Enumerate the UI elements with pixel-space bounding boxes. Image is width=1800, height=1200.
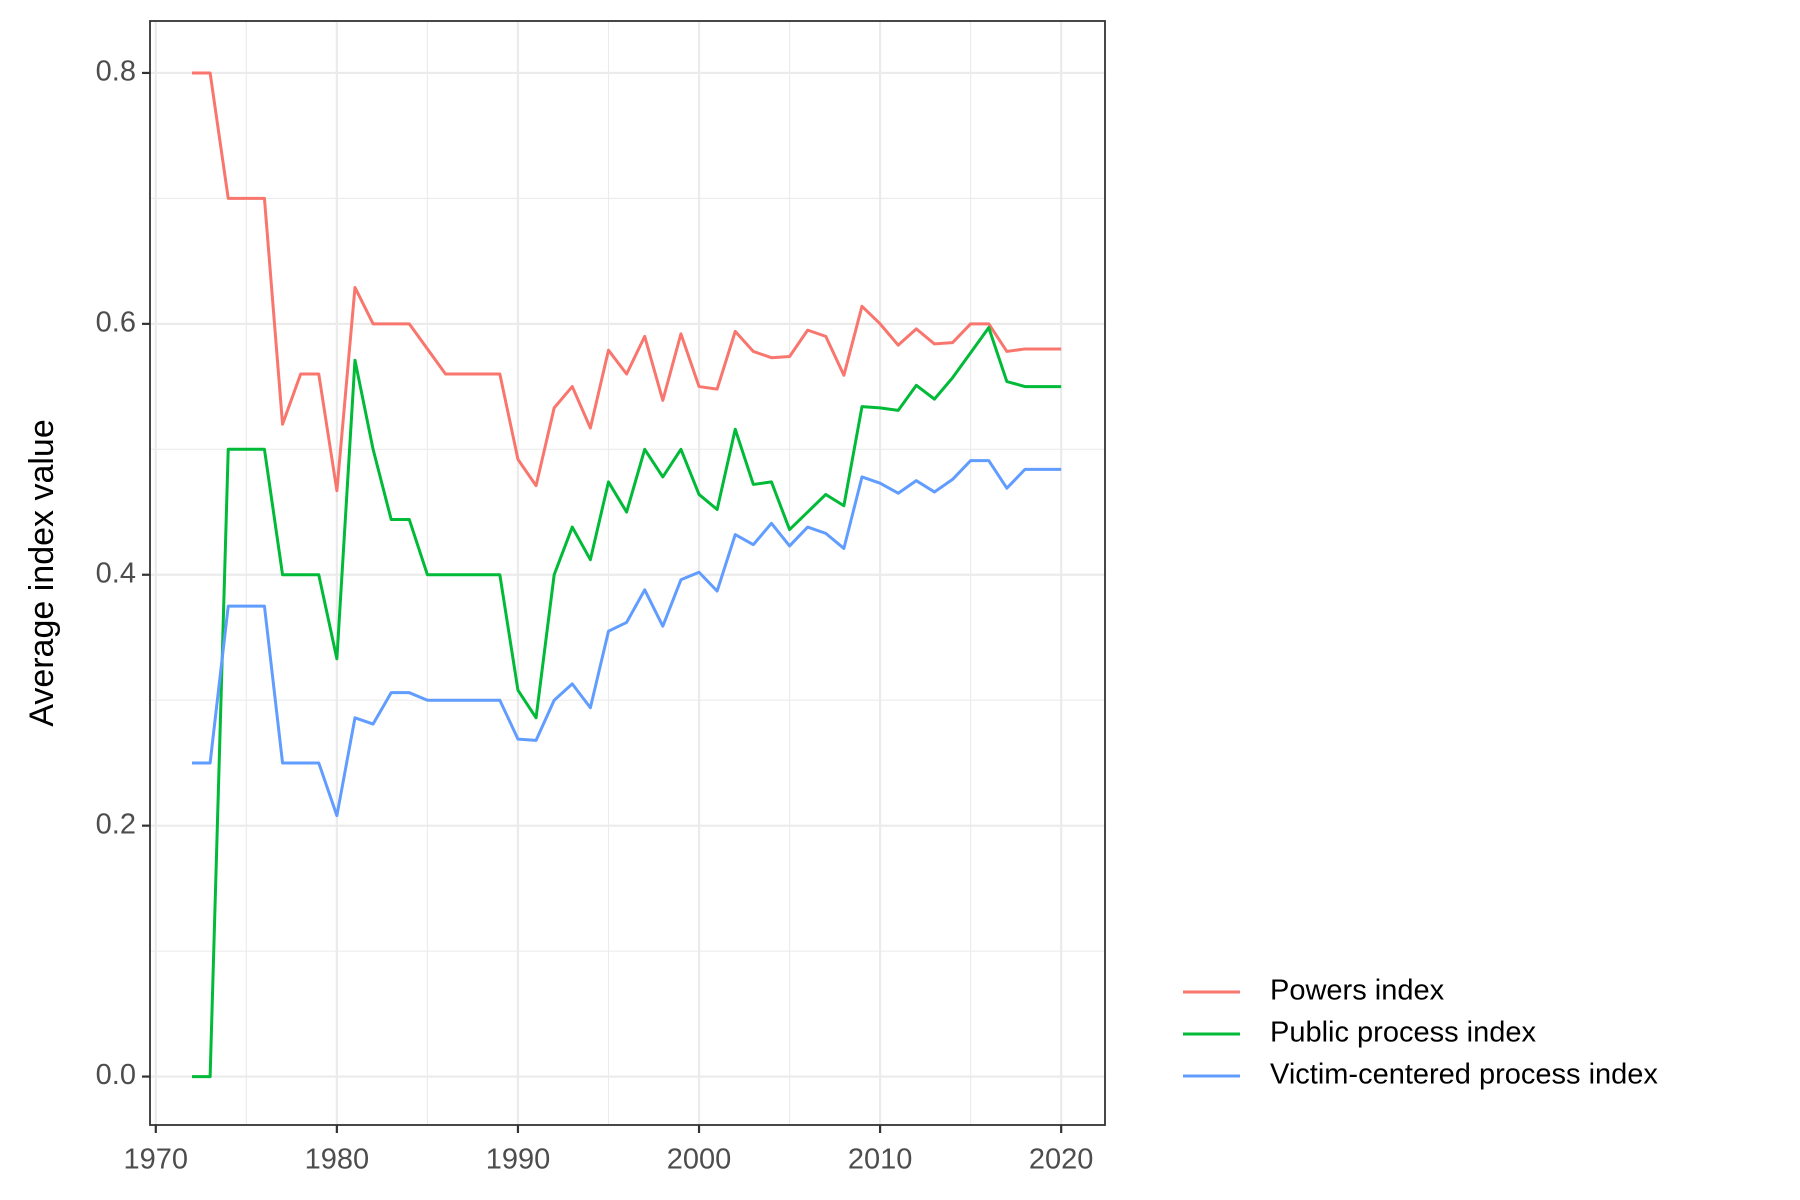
y-tick-label: 0.0	[96, 1059, 136, 1091]
line-series	[192, 326, 1062, 1079]
y-tick-label: 0.6	[96, 307, 136, 339]
legend-label: Powers index	[1270, 975, 1445, 1007]
y-axis-label: Average index value	[23, 419, 61, 726]
y-tick-label: 0.8	[96, 56, 136, 88]
plot-border	[149, 20, 1106, 1126]
y-tick-label: 0.2	[96, 808, 136, 840]
x-tick-label: 2000	[667, 1144, 732, 1176]
x-tick-label: 2020	[1029, 1144, 1094, 1176]
line-series	[192, 71, 1062, 493]
line-series	[192, 459, 1062, 818]
x-tick-label: 1970	[124, 1144, 189, 1176]
legend-label: Victim-centered process index	[1270, 1059, 1658, 1091]
y-tick-label: 0.4	[96, 557, 136, 589]
x-tick-label: 1980	[305, 1144, 370, 1176]
x-tick-label: 1990	[486, 1144, 551, 1176]
legend-label: Public process index	[1270, 1017, 1536, 1049]
x-tick-label: 2010	[848, 1144, 913, 1176]
